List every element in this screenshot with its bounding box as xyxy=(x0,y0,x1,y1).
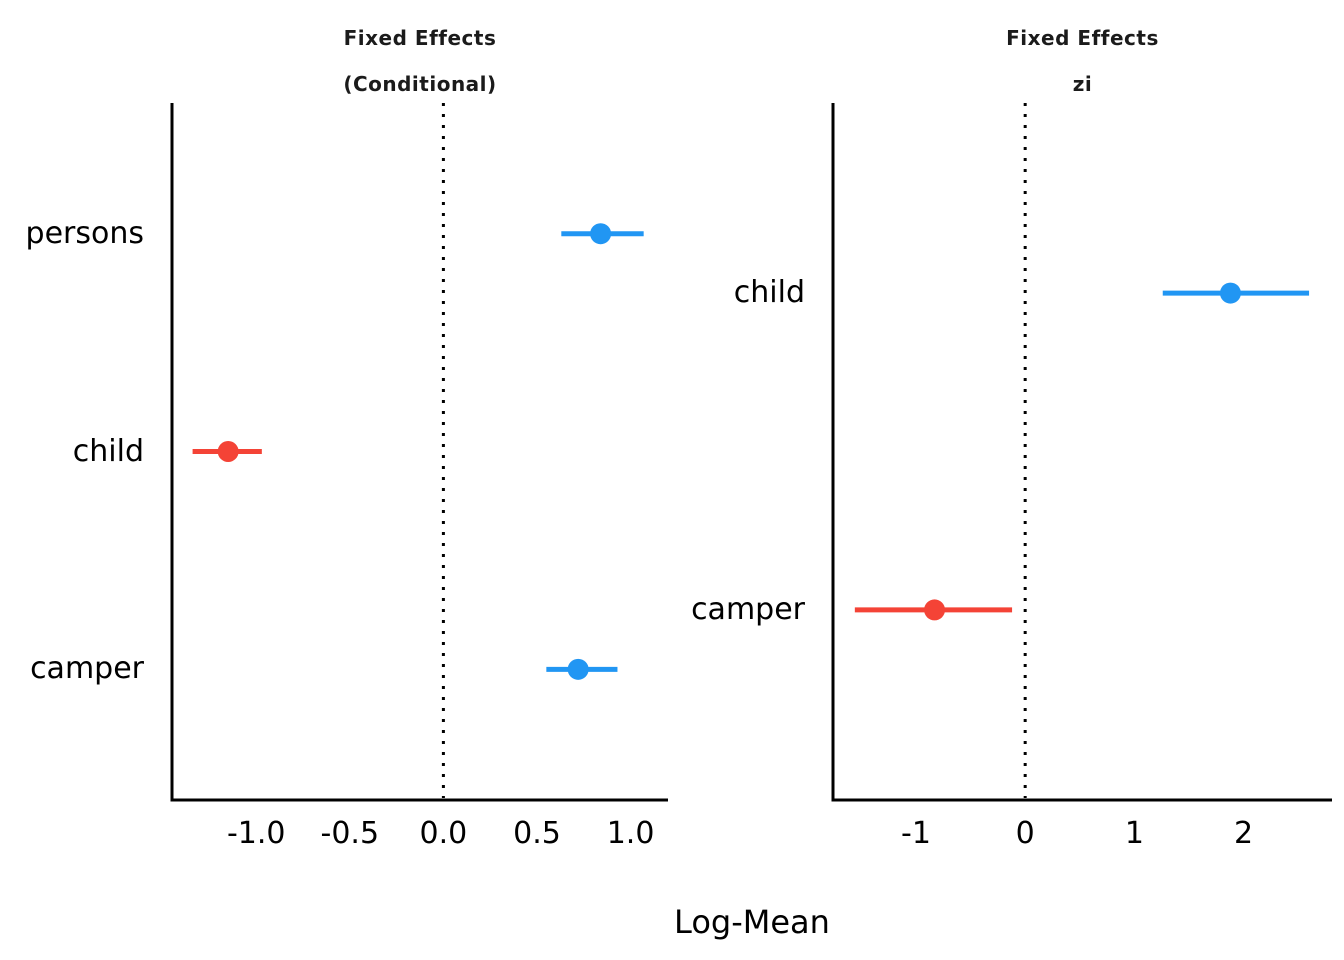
x-tick-label: 0 xyxy=(1015,816,1035,851)
y-axis-label: camper xyxy=(691,591,805,627)
point-estimate xyxy=(1219,282,1241,304)
point-estimate xyxy=(924,599,946,621)
y-axis-label: camper xyxy=(30,651,144,687)
x-tick-label: -1.0 xyxy=(226,816,286,851)
x-tick-label: 0.0 xyxy=(419,816,468,851)
panel-subtitle: (Conditional) xyxy=(343,72,497,96)
axis-spine xyxy=(831,103,1332,802)
x-tick-label: -1 xyxy=(901,816,931,851)
x-axis-title: Log-Mean xyxy=(674,903,830,941)
x-tick-label: 0.5 xyxy=(513,816,561,851)
x-tick-label: 2 xyxy=(1234,816,1254,851)
y-axis-label: child xyxy=(72,433,144,469)
panel-subtitle: zi xyxy=(1072,72,1093,96)
x-tick-label: 1.0 xyxy=(606,816,655,851)
panel-title: Fixed Effects xyxy=(343,26,497,50)
y-axis-label: persons xyxy=(25,215,144,251)
x-tick-label: -0.5 xyxy=(320,816,380,851)
point-estimate xyxy=(217,441,239,462)
axis-spine xyxy=(170,103,668,802)
x-tick-label: 1 xyxy=(1124,816,1144,851)
point-estimate xyxy=(590,223,612,245)
panel-title: Fixed Effects xyxy=(1006,26,1159,50)
y-axis-label: child xyxy=(733,275,805,311)
point-estimate xyxy=(567,658,589,680)
